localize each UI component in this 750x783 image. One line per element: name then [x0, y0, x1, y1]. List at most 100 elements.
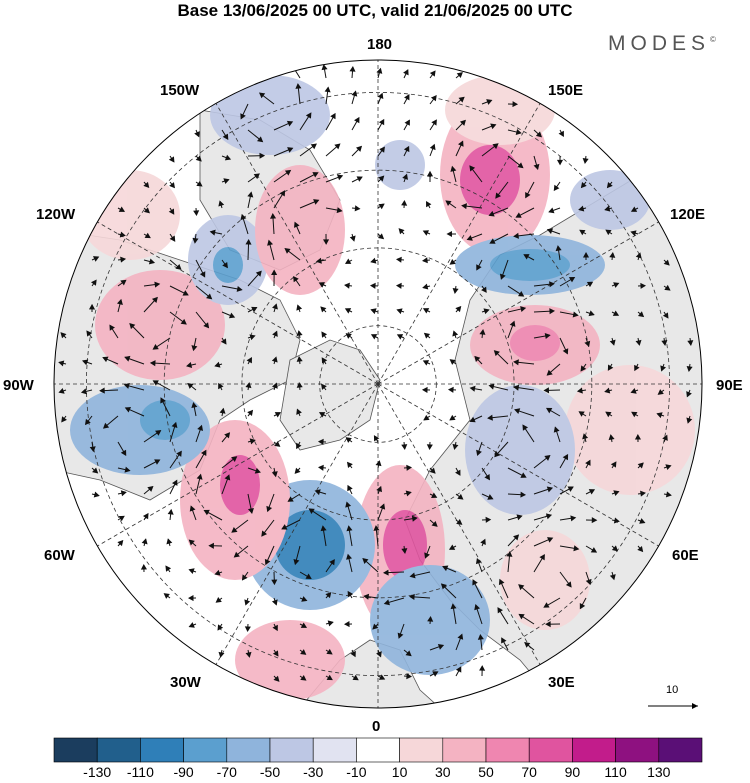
meridian-line — [377, 103, 541, 385]
wind-arrow — [498, 578, 509, 599]
reference-vector-label: 10 — [666, 684, 679, 696]
wind-arrow — [403, 119, 410, 131]
wind-arrow — [495, 181, 509, 199]
wind-arrow — [123, 382, 145, 391]
wind-arrow — [160, 397, 171, 417]
brand-mark: © — [710, 35, 716, 44]
wind-arrow — [194, 129, 200, 138]
wind-arrow — [345, 333, 353, 339]
wind-arrow — [240, 103, 249, 120]
wind-arrow — [346, 553, 353, 573]
wind-arrow — [515, 207, 535, 218]
wind-arrow — [533, 554, 545, 573]
wind-arrow — [377, 92, 384, 105]
wind-arrow — [403, 464, 413, 471]
wind-arrow — [320, 525, 327, 547]
anomaly-pos — [255, 165, 345, 295]
wind-arrow — [523, 254, 535, 261]
wind-arrow — [221, 129, 229, 140]
wind-arrow — [325, 174, 344, 183]
wind-arrow — [661, 337, 668, 346]
meridian-line — [377, 221, 659, 385]
wind-arrow — [466, 233, 483, 241]
wind-arrow — [481, 99, 493, 105]
map-title: Base 13/06/2025 00 UTC, valid 21/06/2025… — [177, 1, 573, 20]
wind-arrow — [635, 252, 642, 261]
colorbar-tick-label: -110 — [126, 764, 154, 780]
colorbar-tick-label: 90 — [564, 764, 581, 780]
wind-arrow — [533, 333, 551, 340]
wind-arrow — [117, 206, 126, 212]
wind-arrow — [187, 594, 197, 602]
wind-arrow — [143, 232, 151, 239]
wind-arrow — [296, 441, 302, 450]
wind-arrow — [325, 559, 335, 573]
wind-arrow — [373, 525, 380, 547]
wind-arrow — [513, 384, 535, 391]
wind-arrow — [273, 120, 294, 131]
wind-arrow — [208, 542, 223, 549]
wind-arrow — [481, 308, 490, 315]
wind-arrow — [472, 579, 483, 599]
wind-arrow — [423, 332, 431, 339]
wind-arrow — [403, 145, 410, 157]
wind-arrow — [559, 486, 574, 495]
wind-arrow — [240, 213, 249, 235]
wind-arrow — [487, 414, 509, 421]
lon-label-120w: 120W — [36, 206, 76, 223]
wind-arrow — [324, 86, 331, 105]
colorbar-cell — [356, 737, 400, 763]
wind-arrow — [396, 308, 405, 315]
wind-arrow — [169, 311, 187, 325]
wind-arrow — [461, 203, 483, 210]
wind-arrow — [345, 501, 353, 521]
wind-arrow — [497, 607, 509, 625]
wind-arrow — [245, 649, 252, 658]
wind-arrow — [169, 285, 189, 296]
wind-arrow — [296, 356, 303, 365]
wind-arrow — [90, 279, 97, 287]
wind-arrow — [272, 330, 278, 339]
wind-arrow — [584, 337, 591, 348]
wind-arrow — [247, 129, 264, 143]
wind-arrow — [117, 441, 127, 457]
lon-label-120e: 120E — [670, 206, 706, 223]
wind-arrow — [429, 119, 437, 131]
wind-arrow — [219, 407, 226, 417]
wind-arrow — [299, 596, 308, 602]
wind-arrow — [294, 221, 301, 235]
wind-arrow — [272, 303, 278, 313]
lon-label-150w: 150W — [160, 82, 200, 99]
wind-arrow — [455, 519, 463, 525]
wind-arrow — [287, 493, 301, 502]
wind-arrow — [375, 460, 382, 469]
wind-arrow — [403, 515, 418, 522]
wind-arrow — [637, 311, 645, 318]
wind-arrow — [347, 590, 354, 599]
wind-arrow — [91, 491, 100, 498]
wind-arrow — [117, 466, 131, 473]
wind-arrow — [344, 258, 353, 264]
wind-arrow — [296, 382, 303, 391]
wind-arrow — [167, 508, 174, 521]
wind-arrow — [630, 230, 639, 237]
wind-arrow — [169, 259, 182, 270]
wind-arrow — [117, 279, 127, 287]
wind-arrow — [507, 306, 527, 313]
wind-arrow — [377, 233, 385, 240]
wind-arrow — [116, 298, 123, 313]
wind-arrow — [129, 322, 145, 339]
wind-arrow — [513, 232, 535, 239]
wind-arrow — [189, 505, 197, 521]
wind-arrow — [345, 437, 353, 443]
wind-arrow — [455, 119, 466, 131]
wind-arrow — [221, 311, 236, 319]
wind-arrow — [203, 509, 223, 521]
wind-arrow — [299, 649, 307, 655]
wind-arrow — [576, 387, 587, 394]
wind-arrow — [169, 421, 178, 443]
wind-arrow — [321, 331, 328, 339]
lon-label-30w: 30W — [170, 674, 201, 691]
wind-arrow — [325, 592, 332, 599]
wind-arrow — [264, 545, 275, 566]
